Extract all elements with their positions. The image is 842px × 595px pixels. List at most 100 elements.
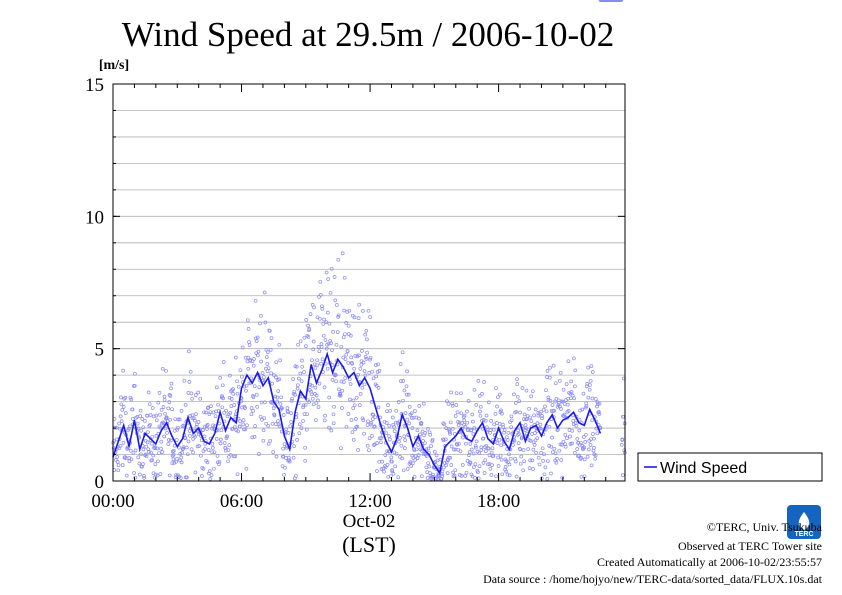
scatter-point: [514, 474, 519, 479]
scatter-point: [473, 443, 478, 448]
scatter-point: [413, 458, 418, 462]
scatter-point: [179, 476, 183, 480]
scatter-point: [569, 379, 573, 384]
scatter-point: [528, 438, 533, 443]
scatter-point: [579, 456, 584, 460]
scatter-point: [246, 366, 251, 371]
scatter-point: [563, 442, 568, 447]
scatter-point: [251, 395, 256, 399]
scatter-point: [241, 418, 246, 422]
scatter-point: [522, 412, 527, 417]
scatter-point: [373, 415, 378, 420]
scatter-point: [554, 460, 559, 465]
scatter-point: [562, 402, 567, 406]
scatter-point: [277, 342, 282, 347]
scatter-point: [214, 409, 219, 414]
scatter-point: [174, 438, 179, 442]
scatter-point: [549, 471, 553, 476]
scatter-point: [446, 455, 451, 460]
scatter-point: [344, 321, 348, 325]
scatter-point: [121, 405, 126, 409]
scatter-point: [216, 402, 220, 407]
scatter-point: [279, 395, 284, 400]
scatter-point: [310, 358, 314, 363]
scatter-point: [555, 457, 559, 461]
scatter-point: [262, 290, 267, 295]
scatter-point: [129, 397, 134, 402]
scatter-point: [448, 420, 453, 425]
scatter-point: [236, 384, 241, 389]
scatter-point: [290, 396, 294, 401]
scatter-point: [388, 408, 393, 413]
scatter-point: [218, 376, 223, 380]
scatter-point: [562, 412, 567, 417]
scatter-point: [527, 466, 532, 470]
scatter-point: [505, 472, 510, 477]
scatter-point: [251, 363, 256, 368]
scatter-point: [593, 397, 598, 401]
scatter-point: [595, 431, 600, 436]
scatter-point: [391, 422, 396, 427]
scatter-point: [132, 471, 136, 475]
scatter-point: [129, 457, 134, 462]
scatter-point: [322, 418, 327, 423]
scatter-point: [304, 318, 309, 322]
scatter-point: [496, 455, 500, 460]
scatter-point: [179, 409, 184, 413]
scatter-point: [213, 414, 218, 419]
scatter-point: [323, 413, 327, 418]
scatter-point: [515, 377, 519, 381]
scatter-point: [522, 459, 527, 464]
scatter-point: [523, 428, 528, 432]
scatter-point: [215, 454, 220, 458]
scatter-point: [497, 422, 502, 426]
scatter-point: [335, 330, 340, 334]
scatter-point: [311, 339, 316, 344]
scatter-point: [169, 386, 173, 391]
scatter-point: [150, 458, 155, 462]
scatter-point: [302, 335, 307, 340]
scatter-point: [486, 446, 491, 450]
scatter-point: [364, 328, 369, 333]
scatter-point: [278, 401, 283, 406]
scatter-point: [506, 430, 511, 435]
scatter-point: [486, 400, 491, 405]
scatter-point: [254, 339, 259, 343]
scatter-point: [202, 424, 207, 429]
scatter-point: [394, 420, 398, 425]
scatter-point: [116, 463, 121, 467]
copyright-text: ©TERC, Univ. Tsukuba: [707, 520, 823, 534]
scatter-point: [214, 437, 219, 441]
scatter-point: [238, 368, 243, 373]
scatter-point: [119, 395, 123, 400]
scatter-point: [583, 440, 588, 444]
scatter-point: [272, 373, 276, 377]
scatter-point: [334, 342, 339, 347]
plot-frame: [112, 83, 626, 482]
scatter-point: [382, 469, 386, 474]
scatter-point: [356, 316, 361, 320]
scatter-point: [596, 409, 601, 414]
scatter-point: [479, 445, 484, 450]
scatter-point: [282, 442, 287, 447]
scatter-point: [532, 443, 537, 447]
scatter-point: [520, 435, 524, 440]
scatter-point: [148, 413, 153, 417]
scatter-point: [543, 404, 547, 409]
scatter-point: [328, 290, 333, 295]
scatter-point: [562, 414, 566, 419]
scatter-point: [484, 443, 489, 448]
scatter-point: [588, 378, 593, 383]
scatter-point: [380, 459, 385, 464]
scatter-point: [388, 437, 392, 442]
scatter-point: [370, 412, 375, 417]
scatter-point: [533, 438, 538, 443]
scatter-point: [304, 427, 309, 432]
scatter-point: [376, 362, 380, 367]
scatter-point: [279, 405, 284, 410]
scatter-point: [285, 406, 290, 410]
scatter-point: [450, 426, 455, 431]
scatter-point: [367, 371, 372, 375]
scatter-point: [392, 429, 397, 433]
scatter-point: [295, 438, 299, 442]
